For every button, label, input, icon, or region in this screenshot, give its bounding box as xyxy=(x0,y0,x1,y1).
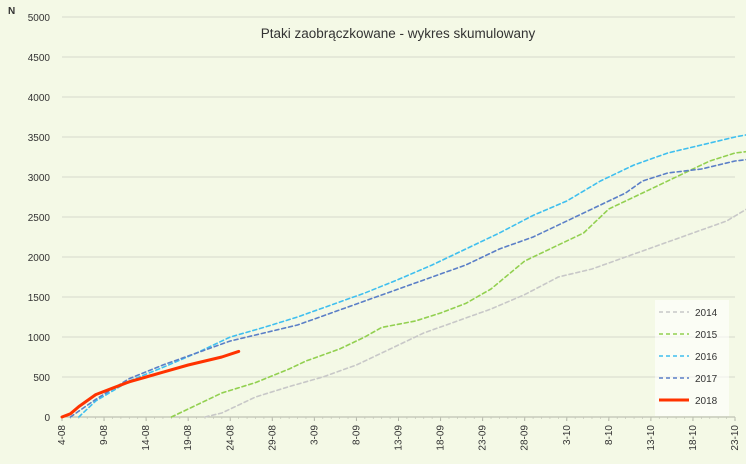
series-lines xyxy=(60,134,746,419)
legend-label-2014: 2014 xyxy=(695,308,718,319)
x-tick-label: 8-09 xyxy=(351,425,362,445)
x-tick-label: 4-08 xyxy=(57,425,68,445)
y-tick-label: 4500 xyxy=(28,53,51,64)
axes: 0 500 1000 1500 2000 2500 3000 3500 4000 4500 5000… xyxy=(28,13,741,451)
x-tick-label: 29-08 xyxy=(267,425,278,451)
x-tick-label: 23-10 xyxy=(730,425,741,451)
series-line-2018 xyxy=(60,349,241,419)
legend: 2014 2015 2016 2017 2018 xyxy=(655,300,729,416)
gridlines xyxy=(62,16,735,418)
y-tick-label: 1000 xyxy=(28,333,51,344)
x-tick-label: 18-10 xyxy=(688,425,699,451)
x-tick-label: 18-09 xyxy=(436,425,447,451)
legend-label-2015: 2015 xyxy=(695,330,718,341)
legend-label-2018: 2018 xyxy=(695,396,718,407)
x-tick-label: 23-09 xyxy=(478,425,489,451)
x-tick-label: 13-09 xyxy=(394,425,405,451)
legend-box xyxy=(655,300,729,416)
x-tick-label: 3-09 xyxy=(309,425,320,445)
y-tick-label: 0 xyxy=(44,413,50,424)
x-tick-label: 13-10 xyxy=(646,425,657,451)
series-line-2016 xyxy=(78,134,746,418)
x-tick-label: 24-08 xyxy=(225,425,236,451)
chart-title: Ptaki zaobrączkowane - wykres skumulowan… xyxy=(261,26,536,41)
x-tick-label: 14-08 xyxy=(141,425,152,451)
x-tick-label: 19-08 xyxy=(183,425,194,451)
legend-label-2016: 2016 xyxy=(695,352,718,363)
x-tick-label: 9-08 xyxy=(99,425,110,445)
x-tick-label: 3-10 xyxy=(562,425,573,445)
legend-label-2017: 2017 xyxy=(695,374,718,385)
y-tick-label: 2500 xyxy=(28,213,51,224)
y-tick-label: 2000 xyxy=(28,253,51,264)
y-tick-label: 500 xyxy=(33,373,50,384)
y-tick-label: 3000 xyxy=(28,173,51,184)
series-line-2014 xyxy=(204,208,746,418)
y-tick-label: 5000 xyxy=(28,13,51,24)
y-axis-label: N xyxy=(8,6,15,17)
series-line-2017 xyxy=(69,158,746,418)
y-tick-label: 1500 xyxy=(28,293,51,304)
x-tick-label: 8-10 xyxy=(604,425,615,445)
y-tick-label: 3500 xyxy=(28,133,51,144)
y-tick-label: 4000 xyxy=(28,93,51,104)
x-tick-label: 28-09 xyxy=(520,425,531,451)
series-line-2015 xyxy=(170,150,746,418)
